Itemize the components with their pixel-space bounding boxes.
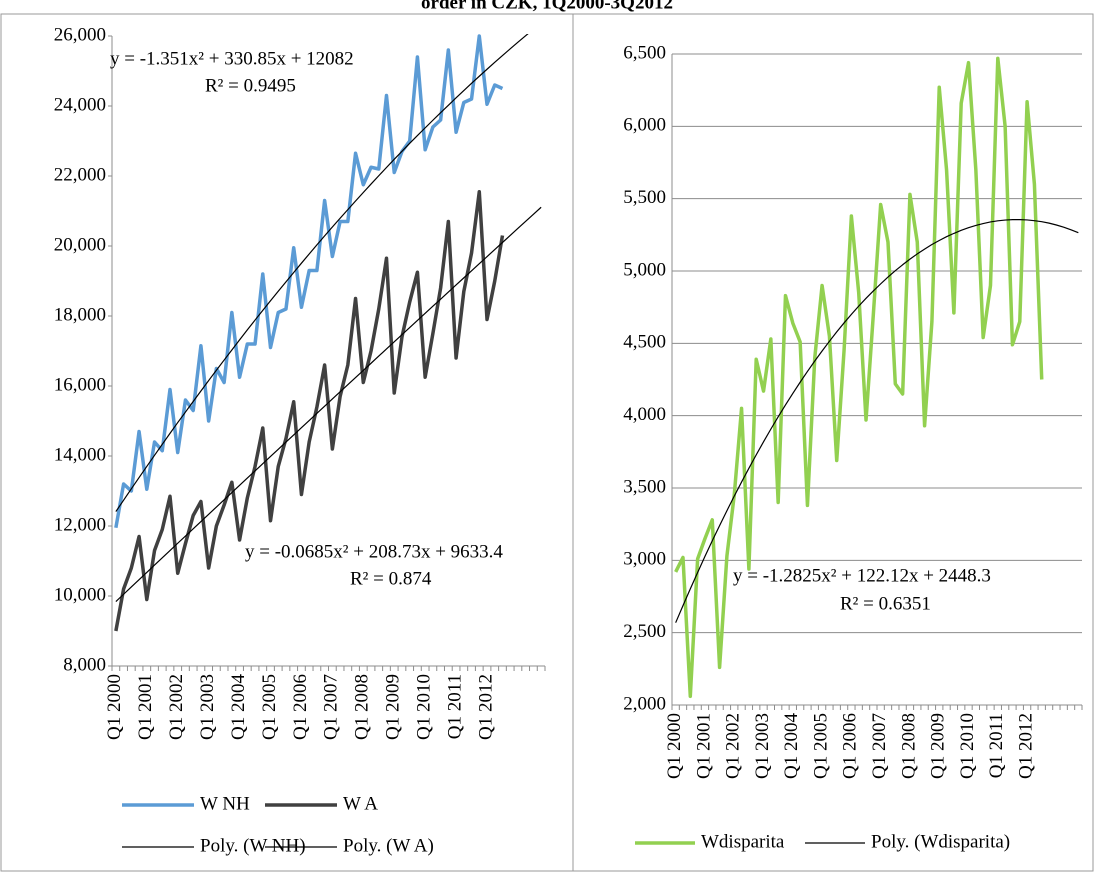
x-tick-label: Q1 2001 xyxy=(693,713,714,779)
x-tick-label: Q1 2012 xyxy=(475,674,496,740)
trend-line xyxy=(115,206,542,602)
annotation: R² = 0.874 xyxy=(350,568,432,589)
y-tick-label: 20,000 xyxy=(54,234,106,255)
data-line xyxy=(114,34,504,529)
legend-label: Poly. (Wdisparita) xyxy=(871,831,1010,852)
legend-label: Wdisparita xyxy=(701,831,785,852)
x-tick-label: Q1 2008 xyxy=(352,674,373,740)
data-line xyxy=(674,56,1044,699)
y-tick-label: 2,000 xyxy=(623,693,666,714)
y-tick-label: 24,000 xyxy=(54,94,106,115)
x-tick-label: Q1 2005 xyxy=(810,713,831,779)
x-tick-label: Q1 2003 xyxy=(752,713,773,779)
y-tick-label: 18,000 xyxy=(54,304,106,325)
x-tick-label: Q1 2004 xyxy=(781,713,802,779)
x-tick-label: Q1 2007 xyxy=(321,674,342,740)
annotation: y = -1.351x² + 330.85x + 12082 xyxy=(110,48,354,69)
x-tick-label: Q1 2006 xyxy=(840,713,861,779)
y-tick-label: 16,000 xyxy=(54,374,106,395)
x-tick-label: Q1 2000 xyxy=(104,674,125,740)
frame xyxy=(0,13,1094,872)
x-tick-label: Q1 2006 xyxy=(290,674,311,740)
x-tick-label: Q1 2004 xyxy=(228,674,249,740)
x-tick-label: Q1 2009 xyxy=(928,713,949,779)
x-tick-label: Q1 2000 xyxy=(664,713,685,779)
annotation: y = -1.2825x² + 122.12x + 2448.3 xyxy=(733,565,991,586)
x-tick-label: Q1 2001 xyxy=(135,674,156,740)
y-tick-label: 3,000 xyxy=(623,549,666,570)
legend-label: Poly. (W A) xyxy=(343,835,434,856)
x-tick-label: Q1 2012 xyxy=(1015,713,1036,779)
x-tick-label: Q1 2002 xyxy=(166,674,187,740)
x-tick-label: Q1 2009 xyxy=(383,674,404,740)
x-tick-label: Q1 2010 xyxy=(414,674,435,740)
y-tick-label: 4,500 xyxy=(623,332,666,353)
x-tick-label: Q1 2008 xyxy=(898,713,919,779)
y-tick-label: 6,500 xyxy=(623,42,666,63)
y-tick-label: 2,500 xyxy=(623,621,666,642)
trend-line xyxy=(115,34,529,512)
x-tick-label: Q1 2003 xyxy=(197,674,218,740)
y-tick-label: 3,500 xyxy=(623,476,666,497)
x-tick-label: Q1 2002 xyxy=(723,713,744,779)
x-tick-label: Q1 2011 xyxy=(986,713,1007,778)
legend-label: Poly. (W NH) xyxy=(200,835,306,856)
y-tick-label: 12,000 xyxy=(54,514,106,535)
x-tick-label: Q1 2011 xyxy=(444,674,465,739)
x-tick-label: Q1 2010 xyxy=(957,713,978,779)
trend-line xyxy=(675,219,1079,623)
y-tick-label: 8,000 xyxy=(63,654,106,675)
y-tick-label: 5,500 xyxy=(623,187,666,208)
x-tick-label: Q1 2007 xyxy=(869,713,890,779)
data-line xyxy=(114,190,505,632)
annotation: R² = 0.9495 xyxy=(205,75,296,96)
annotation: y = -0.0685x² + 208.73x + 9633.4 xyxy=(245,541,503,562)
legend-label: W A xyxy=(343,793,378,814)
y-tick-label: 10,000 xyxy=(54,584,106,605)
y-tick-label: 4,000 xyxy=(623,404,666,425)
y-tick-label: 22,000 xyxy=(54,164,106,185)
x-tick-label: Q1 2005 xyxy=(259,674,280,740)
figure-title: order in CZK, 1Q2000-3Q2012 xyxy=(421,0,673,13)
y-tick-label: 26,000 xyxy=(54,24,106,45)
y-tick-label: 14,000 xyxy=(54,444,106,465)
y-tick-label: 5,000 xyxy=(623,259,666,280)
legend-label: W NH xyxy=(200,793,250,814)
y-tick-label: 6,000 xyxy=(623,115,666,136)
annotation: R² = 0.6351 xyxy=(840,593,931,614)
